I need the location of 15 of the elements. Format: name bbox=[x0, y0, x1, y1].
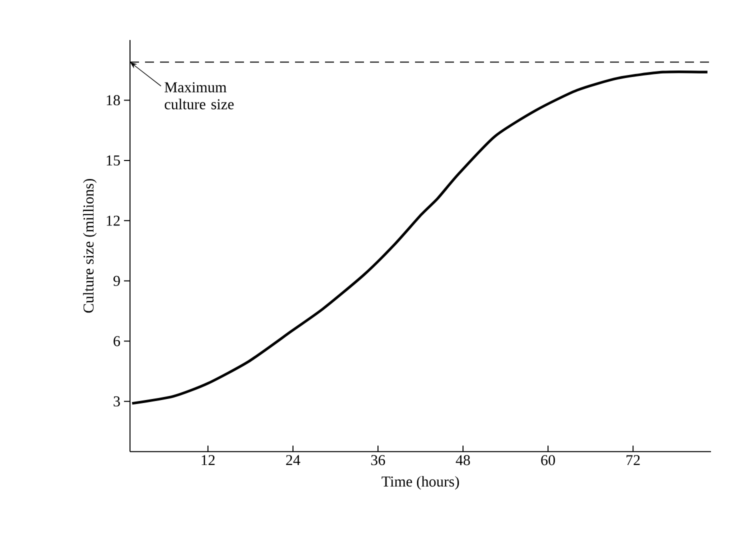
x-tick-label: 12 bbox=[202, 455, 215, 466]
x-tick-label: 48 bbox=[456, 455, 470, 466]
x-tick-label: 60 bbox=[541, 455, 555, 466]
y-tick-label: 15 bbox=[106, 155, 120, 166]
y-tick-label: 18 bbox=[106, 95, 120, 106]
x-tick-label: 72 bbox=[626, 455, 640, 466]
y-tick-label: 6 bbox=[114, 336, 120, 346]
y-axis-title: Culture size (millions) bbox=[83, 178, 97, 313]
y-tick-label: 12 bbox=[106, 216, 120, 226]
y-tick-label: 3 bbox=[114, 396, 120, 406]
x-tick-label: 24 bbox=[286, 455, 300, 466]
x-axis-title: Time (hours) bbox=[382, 476, 459, 490]
x-tick-label: 36 bbox=[371, 455, 386, 466]
annotation: Maximum culture size bbox=[164, 82, 234, 110]
y-tick-label: 9 bbox=[113, 276, 120, 286]
